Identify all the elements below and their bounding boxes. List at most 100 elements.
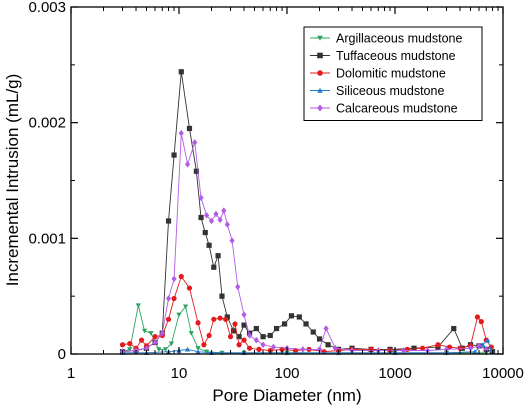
data-point: [206, 332, 212, 339]
data-point: [156, 347, 162, 352]
legend-label: Siliceous mudstone: [336, 84, 444, 98]
data-point: [211, 264, 217, 270]
data-point: [152, 339, 158, 346]
legend-item: Siliceous mudstone: [310, 84, 444, 98]
data-point: [215, 253, 221, 259]
data-point: [162, 347, 169, 352]
data-point: [288, 313, 295, 319]
data-point: [253, 336, 259, 344]
data-point: [176, 312, 182, 318]
data-point: [241, 337, 247, 343]
data-point: [165, 218, 172, 224]
legend-marker: [317, 35, 323, 41]
x-tick-label: 1000: [378, 365, 411, 382]
data-point: [241, 311, 247, 318]
data-point: [411, 345, 417, 351]
data-point: [201, 342, 207, 348]
data-point: [232, 321, 238, 327]
data-point: [316, 336, 323, 342]
legend-item: Calcareous mudstone: [310, 102, 458, 116]
legend-label: Dolomitic mudstone: [336, 67, 446, 81]
legend: Argillaceous mudstone Tuffaceous mudstone…: [303, 26, 483, 121]
data-point: [198, 214, 204, 221]
data-point: [222, 316, 229, 322]
legend-label: Tuffaceous mudstone: [336, 49, 456, 63]
data-point: [171, 275, 177, 283]
legend-item: Tuffaceous mudstone: [310, 49, 456, 63]
data-point: [443, 346, 450, 353]
data-point: [182, 304, 189, 310]
legend-label: Calcareous mudstone: [336, 102, 458, 116]
data-point: [451, 325, 457, 332]
data-point: [267, 332, 273, 339]
data-point: [217, 315, 223, 321]
x-tick-label: 100: [274, 365, 299, 382]
data-point: [208, 217, 215, 225]
data-point: [127, 340, 133, 347]
data-point: [186, 125, 193, 132]
data-point: [135, 303, 141, 309]
data-point: [224, 314, 230, 320]
data-point: [241, 322, 247, 328]
data-point: [143, 344, 150, 352]
data-point: [273, 325, 280, 332]
x-tick-label: 10000: [482, 365, 524, 382]
data-point: [310, 329, 316, 335]
data-point: [178, 129, 184, 137]
data-point: [256, 346, 262, 352]
data-point: [165, 316, 172, 322]
data-point: [219, 293, 225, 299]
data-point: [178, 273, 184, 280]
data-point: [141, 328, 148, 334]
data-point: [472, 349, 478, 354]
data-point: [270, 343, 277, 351]
data-point: [236, 342, 242, 348]
data-point: [195, 320, 201, 326]
y-tick-label: 0: [58, 346, 66, 363]
data-point: [168, 341, 174, 347]
data-point: [483, 346, 489, 353]
data-point: [186, 285, 193, 291]
data-point: [476, 342, 482, 350]
data-point: [332, 344, 338, 352]
data-point: [253, 325, 259, 332]
data-point: [217, 216, 223, 224]
data-point: [192, 139, 198, 146]
data-point: [184, 161, 191, 168]
data-point: [171, 152, 177, 158]
y-axis-title: Incremental Intrusion (mL/g): [3, 74, 22, 287]
data-point: [159, 329, 165, 337]
legend-box: [303, 26, 483, 121]
data-point: [467, 344, 474, 352]
data-point: [227, 334, 234, 340]
data-point: [300, 346, 306, 353]
data-point: [224, 221, 230, 228]
data-point: [323, 325, 329, 332]
legend-marker: [317, 70, 323, 76]
y-tick-label: 0.003: [28, 0, 66, 16]
legend-item: Dolomitic mudstone: [310, 67, 446, 81]
legend-label: Argillaceous mudstone: [336, 32, 463, 46]
data-point: [230, 328, 237, 334]
data-point: [246, 332, 253, 339]
data-point: [325, 342, 331, 348]
data-point: [202, 229, 208, 236]
data-point: [138, 337, 145, 343]
data-point: [419, 345, 426, 351]
data-point: [229, 237, 235, 244]
data-point: [211, 316, 217, 322]
data-point: [400, 347, 407, 354]
data-point: [203, 211, 210, 219]
data-point: [236, 334, 242, 340]
data-point: [246, 345, 253, 351]
data-point: [178, 69, 184, 75]
x-tick-label: 10: [171, 365, 188, 382]
y-tick-label: 0.001: [28, 230, 66, 247]
data-point: [484, 337, 491, 343]
data-point: [480, 342, 486, 347]
x-tick-label: 1: [67, 365, 75, 382]
data-point: [195, 346, 201, 351]
data-point: [235, 283, 241, 291]
data-point: [203, 349, 210, 355]
data-point: [165, 295, 172, 302]
